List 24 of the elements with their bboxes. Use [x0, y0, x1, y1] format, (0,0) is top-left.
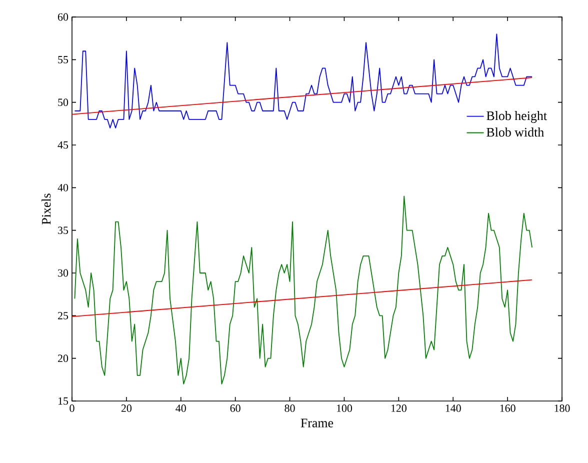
y-tick-label: 35 — [58, 226, 68, 234]
x-tick-label: 180 — [554, 404, 570, 412]
y-axis-title: Pixels — [42, 194, 51, 224]
y-tick-label: 50 — [58, 98, 68, 106]
y-tick-label: 15 — [58, 397, 68, 405]
y-tick-label: 45 — [58, 141, 68, 149]
y-tick-label: 55 — [58, 56, 68, 64]
x-tick-label: 60 — [230, 404, 240, 412]
legend-label: Blob width — [486, 128, 544, 137]
legend-label: Blob height — [486, 111, 547, 123]
x-tick-label: 20 — [121, 404, 132, 412]
x-tick-label: 100 — [336, 404, 352, 412]
y-tick-label: 25 — [58, 312, 68, 320]
x-tick-label: 160 — [500, 404, 516, 412]
x-tick-label: 140 — [446, 404, 461, 412]
x-axis-title: Frame — [300, 418, 334, 428]
y-tick-label: 40 — [58, 184, 68, 192]
x-tick-label: 40 — [176, 404, 186, 412]
x-tick-label: 0 — [70, 404, 74, 412]
y-tick-label: 20 — [58, 354, 68, 362]
y-tick-label: 60 — [58, 13, 68, 21]
x-tick-label: 120 — [391, 404, 406, 412]
y-tick-label: 30 — [58, 269, 68, 277]
x-tick-label: 80 — [284, 404, 295, 412]
